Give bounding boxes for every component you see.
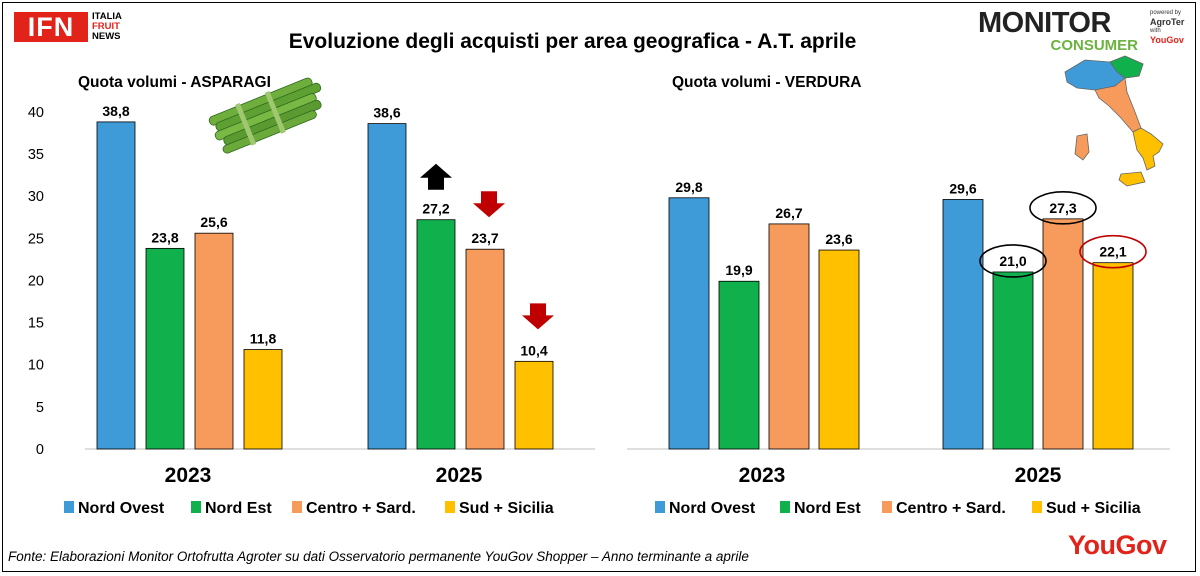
ifn-word-italia: ITALIA: [92, 11, 122, 22]
ifn-word-news: NEWS: [92, 31, 121, 42]
data-label: 38,8: [102, 103, 129, 119]
legend-swatch: [780, 501, 790, 513]
y-tick-label: 15: [28, 316, 44, 332]
powered-by: powered by AgroTer with YouGov: [1150, 10, 1192, 46]
asparagus-icon: [208, 77, 322, 154]
highlight-circle: [1029, 191, 1097, 225]
legend-label: Sud + Sicilia: [1046, 500, 1141, 517]
panel-asparagi: Quota volumi - ASPARAGI 0510152025303540…: [28, 74, 595, 487]
bar: [514, 360, 554, 450]
bar: [243, 349, 283, 450]
bar: [465, 248, 505, 450]
arrow-down-icon: [473, 191, 505, 218]
ifn-logo: IFN ITALIA FRUIT NEWS: [14, 12, 122, 42]
legend-swatch: [882, 501, 892, 513]
legend-verdura: Nord Ovest Nord Est Centro + Sard. Sud + Si…: [655, 500, 1141, 517]
italy-map-icon: [1064, 55, 1164, 187]
y-tick-label: 35: [28, 147, 44, 163]
y-tick-label: 20: [28, 273, 44, 289]
legend-label: Nord Est: [205, 500, 272, 517]
bar: [145, 247, 185, 450]
ifn-word-fruit: FRUIT: [92, 21, 120, 32]
legend-asparagi: Nord Ovest Nord Est Centro + Sard. Sud + Si…: [64, 500, 554, 517]
data-label: 23,8: [151, 229, 178, 245]
agroter-word: AgroTer: [1150, 17, 1185, 27]
legend-swatch: [1032, 501, 1042, 513]
data-label: 23,6: [825, 231, 852, 247]
legend-label: Sud + Sicilia: [459, 500, 554, 517]
bar: [1042, 218, 1084, 450]
bar: [942, 199, 984, 450]
legend-swatch: [655, 501, 665, 513]
bars-asparagi: 38,8 38,6 23,8 27,2 25,6 23,7 11,8 10,4: [96, 103, 554, 450]
bar: [194, 232, 234, 450]
data-label: 19,9: [725, 262, 752, 278]
consumer-word: CONSUMER: [1050, 37, 1138, 54]
legend-label: Nord Est: [794, 500, 861, 517]
legend-swatch: [445, 501, 455, 513]
legend-label: Nord Ovest: [669, 500, 756, 517]
bar: [818, 249, 860, 450]
x-label-asparagi-2023: 2023: [165, 464, 212, 487]
data-label: 21,0: [999, 253, 1026, 269]
monitor-consumer-logo: MONITOR CONSUMER: [978, 8, 1144, 54]
with-label: with: [1150, 28, 1161, 34]
data-label: 10,4: [520, 342, 547, 358]
legend-label: Centro + Sard.: [306, 500, 416, 517]
yougov-logo: YouGov: [1068, 530, 1167, 560]
source-note: Fonte: Elaborazioni Monitor Ortofrutta A…: [8, 549, 749, 564]
bar: [96, 121, 136, 450]
x-label-verdura-2023: 2023: [739, 464, 786, 487]
bar: [992, 271, 1034, 450]
yougov-small-word: YouGov: [1150, 35, 1184, 45]
data-label: 29,8: [675, 179, 702, 195]
x-label-verdura-2025: 2025: [1015, 464, 1062, 487]
y-tick-label: 0: [36, 442, 44, 458]
data-label: 38,6: [373, 105, 400, 121]
bar: [367, 123, 407, 450]
data-label: 27,3: [1049, 200, 1076, 216]
bar: [1092, 262, 1134, 450]
legend-swatch: [64, 501, 74, 513]
y-tick-label: 10: [28, 358, 44, 374]
y-axis-ticks: 0 5 10 15 20 25 30 35 40: [28, 105, 44, 458]
data-label: 26,7: [775, 205, 802, 221]
data-label: 25,6: [200, 214, 227, 230]
x-label-asparagi-2025: 2025: [436, 464, 483, 487]
monitor-word: MONITOR: [978, 7, 1111, 39]
highlight-circle: [979, 244, 1047, 278]
arrow-up-icon: [420, 163, 452, 190]
data-label: 29,6: [949, 180, 976, 196]
legend-swatch: [191, 501, 201, 513]
bar: [768, 223, 810, 450]
y-tick-label: 5: [36, 400, 44, 416]
bar: [668, 197, 710, 450]
bar: [416, 219, 456, 450]
panel-title-asparagi: Quota volumi - ASPARAGI: [78, 74, 271, 91]
panel-title-verdura: Quota volumi - VERDURA: [672, 74, 861, 91]
y-tick-label: 40: [28, 105, 44, 121]
highlight-circle: [1079, 234, 1147, 269]
legend-label: Centro + Sard.: [896, 500, 1006, 517]
y-tick-label: 25: [28, 231, 44, 247]
bar: [718, 280, 760, 450]
bars-verdura: 29,8 29,6 19,9 21,0 26,7 27,3 23,6 22,1: [668, 179, 1147, 450]
data-label: 27,2: [422, 201, 449, 217]
ifn-logo-mark: IFN: [14, 12, 88, 42]
data-label: 22,1: [1099, 244, 1126, 260]
powered-by-label: powered by: [1150, 10, 1182, 16]
data-label: 23,7: [471, 230, 498, 246]
legend-swatch: [292, 501, 302, 513]
chart-title: Evoluzione degli acquisti per area geogr…: [288, 30, 857, 53]
panel-verdura: Quota volumi - VERDURA 29,8 29,619,921,02…: [627, 74, 1170, 487]
data-label: 11,8: [250, 331, 277, 347]
legend-label: Nord Ovest: [78, 500, 165, 517]
y-tick-label: 30: [28, 189, 44, 205]
arrow-down-icon: [522, 303, 554, 330]
